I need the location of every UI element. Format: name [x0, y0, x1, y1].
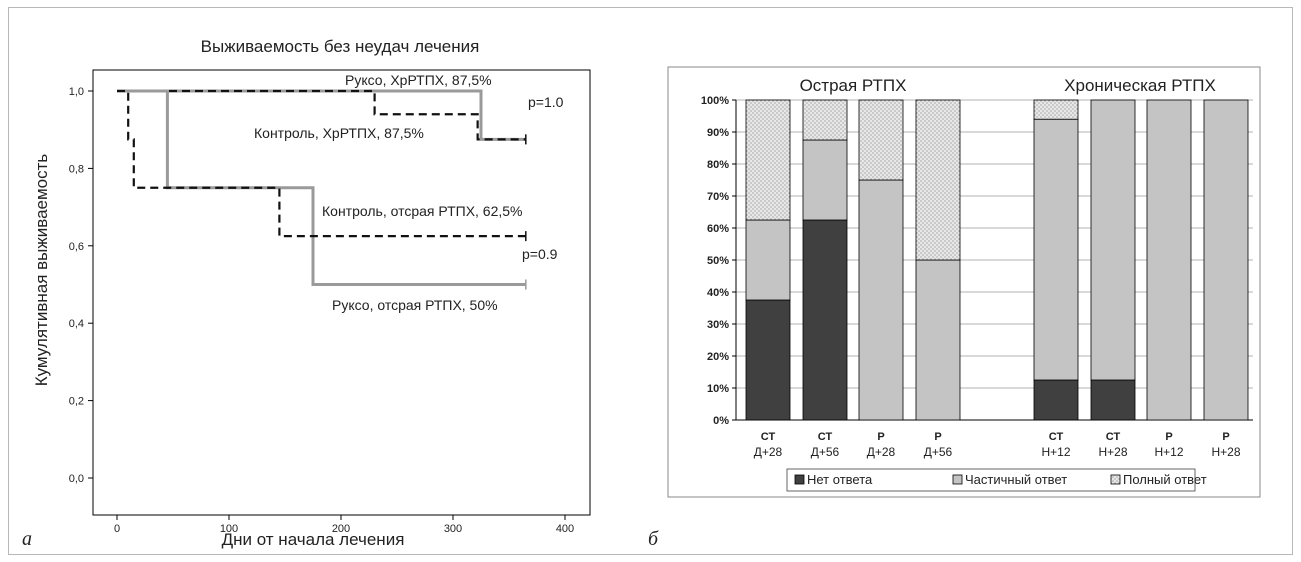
- bar-segment-частичный-ответ: [1146, 99, 1192, 421]
- bar-segment-частичный-ответ: [745, 219, 791, 301]
- km-series-label: Контроль, отсрая РТПХ, 62,5%: [322, 203, 523, 219]
- km-xlabel: Дни от начала лечения: [222, 530, 405, 549]
- km-ytick-label: 0,0: [69, 473, 84, 485]
- bar-legend-box: [786, 468, 1196, 492]
- bar-ytick-label: 70%: [707, 191, 729, 203]
- bar-legend-label: Частичный ответ: [965, 472, 1067, 487]
- bar-segment-полный-ответ: [858, 99, 904, 181]
- bar-ytick-label: 30%: [707, 319, 729, 331]
- figure-frame: [8, 7, 1293, 555]
- bar-ytick-label: 10%: [707, 383, 729, 395]
- bar-ytick-label: 20%: [707, 351, 729, 363]
- bar-legend-label: Нет ответа: [807, 472, 873, 487]
- bar-ytick-label: 50%: [707, 255, 729, 267]
- bar-segment-нет-ответа: [1090, 379, 1136, 421]
- bar-segment-частичный-ответ: [802, 139, 848, 221]
- bar-segment-нет-ответа: [802, 219, 848, 421]
- km-xtick-label: 100: [220, 523, 238, 535]
- km-series-line-2: [117, 89, 526, 141]
- bar-segment-нет-ответа: [745, 299, 791, 421]
- km-xtick-label: 200: [332, 523, 350, 535]
- bar-group-title: Острая РТПХ: [800, 76, 907, 95]
- km-ytick-label: 0,2: [69, 396, 84, 408]
- km-title: Выживаемость без неудач лечения: [201, 37, 480, 56]
- km-series-line-3: [117, 89, 526, 286]
- bar-ytick-label: 90%: [707, 127, 729, 139]
- bar-segment-частичный-ответ: [1090, 99, 1136, 381]
- bar-segment-частичный-ответ: [915, 259, 961, 421]
- bar-segment-полный-ответ: [915, 99, 961, 261]
- panel-letter-a: а: [22, 528, 32, 550]
- bar-legend-swatch: [952, 474, 963, 485]
- bar-ytick-label: 40%: [707, 287, 729, 299]
- bar-category-bottom: Д+56: [811, 445, 840, 459]
- bar-segment-полный-ответ: [1033, 99, 1079, 120]
- km-xtick-label: 0: [114, 523, 120, 535]
- bar-category-top: Р: [1165, 431, 1172, 443]
- bar-category-top: Р: [1222, 431, 1229, 443]
- bar-segment-нет-ответа: [1033, 379, 1079, 421]
- bar-legend-swatch: [794, 474, 805, 485]
- bar-legend-label: Полный ответ: [1123, 472, 1207, 487]
- bar-ytick-label: 0%: [713, 415, 729, 427]
- bar-group-title: Хроническая РТПХ: [1064, 76, 1216, 95]
- bar-ytick-label: 100%: [701, 95, 729, 107]
- bar-category-top: Р: [934, 431, 941, 443]
- bar-category-top: СТ: [1049, 431, 1064, 443]
- km-series-line-4: [117, 89, 526, 238]
- bar-segment-частичный-ответ: [1203, 99, 1249, 421]
- bar-category-top: СТ: [818, 431, 833, 443]
- km-ytick-label: 0,6: [69, 241, 84, 253]
- bar-ytick-label: 60%: [707, 223, 729, 235]
- bar-segment-частичный-ответ: [1033, 118, 1079, 381]
- km-ylabel: Кумулятивная выживаемость: [32, 154, 51, 387]
- bar-category-bottom: Д+28: [867, 445, 896, 459]
- bar-category-top: Р: [877, 431, 884, 443]
- bar-segment-полный-ответ: [745, 99, 791, 221]
- km-xtick-label: 300: [444, 523, 462, 535]
- bar-category-top: СТ: [1106, 431, 1121, 443]
- bar-segment-полный-ответ: [802, 99, 848, 141]
- km-ytick-label: 1,0: [69, 86, 84, 98]
- bar-category-bottom: Н+28: [1211, 445, 1240, 459]
- bar-legend-swatch: [1110, 474, 1121, 485]
- bar-category-top: СТ: [761, 431, 776, 443]
- km-pvalue: p=1.0: [528, 94, 564, 110]
- bar-chart-border: [667, 66, 1261, 498]
- bar-category-bottom: Д+56: [924, 445, 953, 459]
- km-series-label: Руксо, ХрРТПХ, 87,5%: [345, 72, 492, 88]
- km-xtick-label: 400: [556, 523, 574, 535]
- bar-category-bottom: Д+28: [754, 445, 783, 459]
- bar-category-bottom: Н+12: [1041, 445, 1070, 459]
- km-ytick-label: 0,8: [69, 163, 84, 175]
- bar-ytick-label: 80%: [707, 159, 729, 171]
- km-series-label: Руксо, отсрая РТПХ, 50%: [332, 297, 498, 313]
- km-series-label: Контроль, ХрРТПХ, 87,5%: [254, 125, 424, 141]
- km-chart: Выживаемость без неудач лечения Кумуляти…: [32, 37, 591, 549]
- km-pvalue: p=0.9: [522, 246, 558, 262]
- bar-segment-частичный-ответ: [858, 179, 904, 421]
- bar-category-bottom: Н+28: [1098, 445, 1127, 459]
- panel-letter-b: б: [648, 528, 659, 550]
- bar-category-bottom: Н+12: [1154, 445, 1183, 459]
- km-ytick-label: 0,4: [69, 318, 84, 330]
